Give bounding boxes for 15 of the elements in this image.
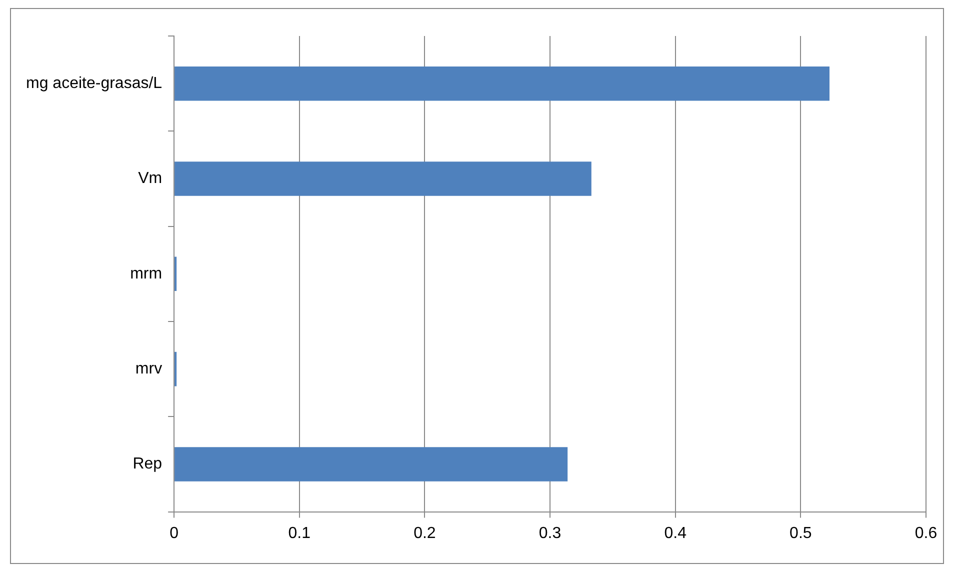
- bar: [174, 162, 592, 196]
- x-tick-label: 0.6: [914, 524, 938, 542]
- bar: [174, 66, 830, 101]
- y-tick-label: Rep: [132, 456, 162, 473]
- x-tick-label: 0: [170, 524, 179, 542]
- x-tick-label: 0.4: [664, 524, 687, 542]
- y-tick-label: mrm: [130, 265, 162, 282]
- x-tick-label: 0.2: [414, 524, 436, 542]
- y-tick-label: mg aceite-grasas/L: [26, 74, 162, 92]
- y-tick-label: Vm: [138, 170, 162, 188]
- y-tick-label: mrv: [135, 360, 162, 378]
- bar: [174, 447, 568, 482]
- x-tick-label: 0.3: [538, 524, 562, 542]
- x-tick-label: 0.5: [790, 524, 812, 542]
- x-tick-label: 0.1: [288, 524, 311, 542]
